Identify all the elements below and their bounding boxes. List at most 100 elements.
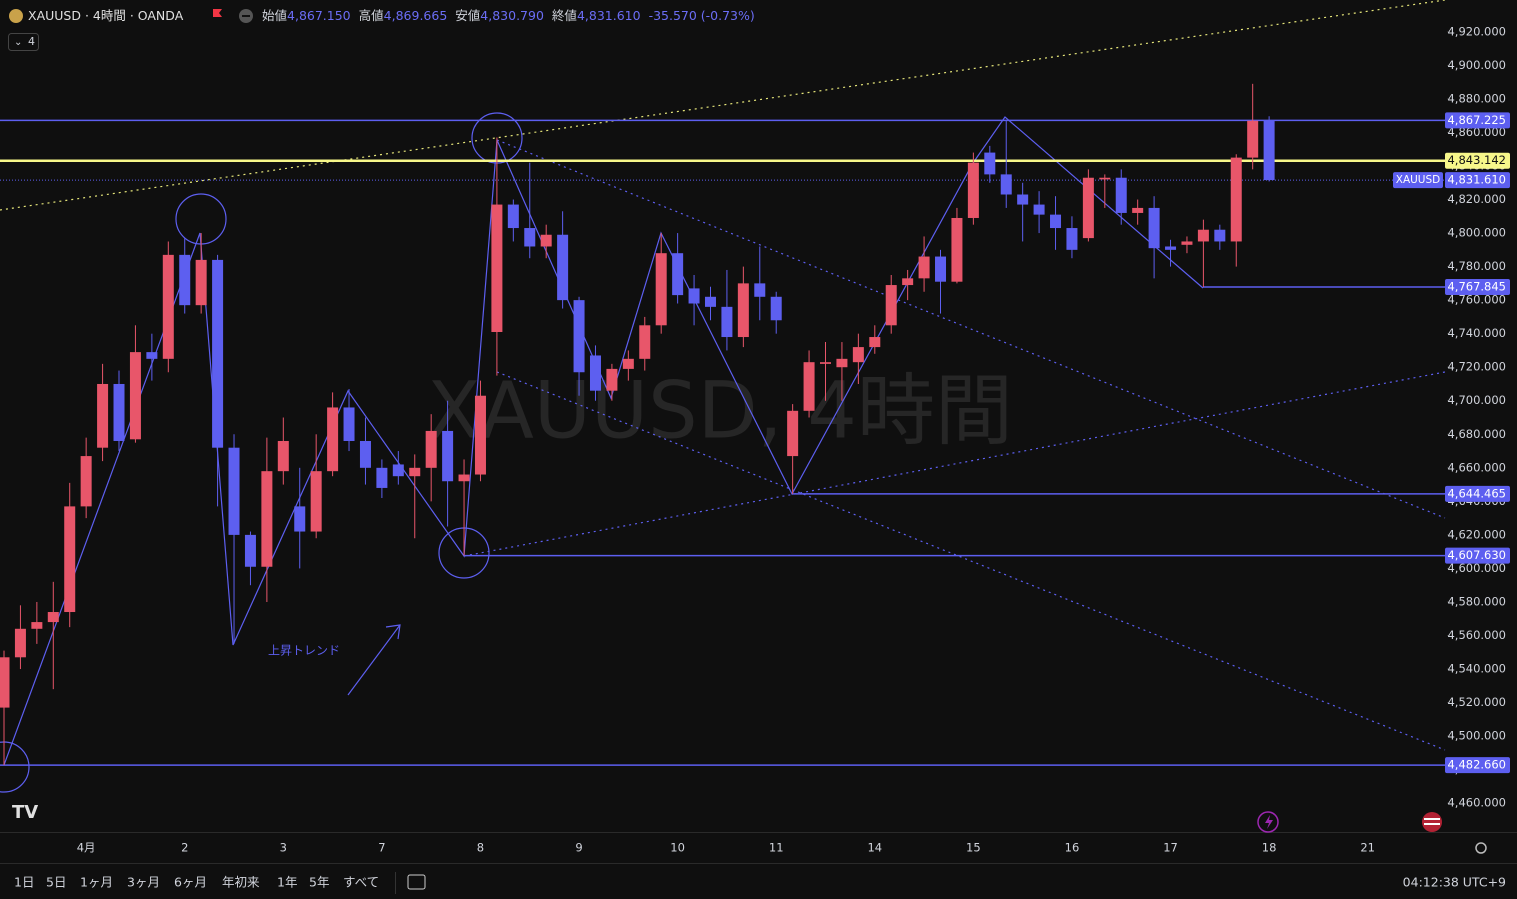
candle-body (1230, 157, 1242, 242)
candle-body (425, 430, 437, 468)
candle-body (639, 325, 651, 359)
candle-body (1000, 174, 1012, 195)
candle-body (244, 534, 256, 567)
range-button[interactable]: すべて (343, 875, 379, 890)
country-stripe (1424, 818, 1440, 820)
clock: 04:12:38 UTC+9 (1403, 875, 1506, 890)
candle-body (228, 447, 240, 535)
candle-body (951, 217, 963, 282)
y-tick-label: 4,680.000 (1447, 427, 1506, 441)
range-button[interactable]: 1ヶ月 (80, 875, 113, 890)
price-tag-label: 4,607.630 (1447, 548, 1506, 562)
price-tag-label: 4,482.660 (1447, 758, 1506, 772)
y-tick-label: 4,580.000 (1447, 594, 1506, 608)
price-tag-label: 4,767.845 (1447, 279, 1506, 293)
candle-body (162, 254, 174, 359)
y-tick-label: 4,500.000 (1447, 729, 1506, 743)
candle-body (573, 300, 585, 373)
candle-body (606, 368, 618, 391)
field-name: 高値 (359, 8, 384, 23)
candle-body (0, 657, 10, 708)
candle-body (524, 228, 536, 247)
symbol-icon (9, 9, 23, 23)
range-button[interactable]: 1年 (277, 875, 297, 890)
candle-body (852, 347, 864, 363)
flag-icon[interactable] (213, 9, 222, 17)
field-value: 4,869.665 (384, 8, 448, 23)
y-tick-label: 4,600.000 (1447, 561, 1506, 575)
candle-body (146, 352, 158, 359)
symbol-tag (1393, 172, 1443, 189)
candle-body (721, 306, 733, 338)
candle-body (97, 383, 109, 448)
candle-body (1050, 214, 1062, 229)
candle-body (1132, 207, 1144, 213)
candle-body (507, 204, 519, 229)
candle-body (491, 204, 503, 332)
candle-body (129, 352, 141, 440)
range-button[interactable]: 5年 (309, 875, 329, 890)
range-button[interactable]: 6ヶ月 (174, 875, 207, 890)
field-name: 始値 (262, 8, 287, 23)
annotation: 上昇トレンド (268, 644, 340, 658)
x-tick-label: 8 (477, 841, 484, 855)
y-tick-label: 4,780.000 (1447, 259, 1506, 273)
x-tick-label: 18 (1262, 841, 1277, 855)
y-tick-label: 4,740.000 (1447, 326, 1506, 340)
plot: 4,460.0004,480.0004,500.0004,520.0004,54… (0, 24, 1510, 855)
y-tick-label: 4,860.000 (1447, 125, 1506, 139)
range-button[interactable]: 年初来 (222, 875, 260, 890)
candle-body (737, 283, 749, 338)
candle-body (1148, 207, 1160, 249)
x-tick-label: 9 (575, 841, 582, 855)
country-icon[interactable] (1422, 812, 1442, 832)
settings-icon[interactable] (1475, 842, 1487, 854)
event-icon[interactable] (1257, 811, 1279, 833)
ohlc: 始値4,867.150 高値4,869.665 安値4,830.790 終値4,831… (262, 8, 755, 23)
candle-body (984, 152, 996, 175)
y-tick-label: 4,880.000 (1447, 91, 1506, 105)
price-tag-label: 4,867.225 (1447, 113, 1506, 127)
candle-body (836, 358, 848, 368)
y-tick-label: 4,920.000 (1447, 24, 1506, 38)
candle-body (1017, 194, 1029, 205)
range-button[interactable]: 5日 (46, 875, 66, 890)
candle-body (935, 256, 947, 282)
logo: TV (12, 802, 38, 823)
range-button[interactable]: 3ヶ月 (127, 875, 160, 890)
indicator-box[interactable] (8, 33, 39, 51)
candle-body (47, 612, 59, 623)
candle-body (376, 467, 388, 488)
candle-body (31, 622, 43, 629)
toolbar: 1日 5日 1ヶ月 3ヶ月 6ヶ月 年初来 1年 5年 すべて (14, 875, 379, 890)
symbol: XAUUSD · 4時間 · OANDA (28, 8, 184, 23)
last-price-tag (1445, 172, 1510, 189)
candle-body (589, 355, 601, 391)
candle-body (310, 471, 322, 532)
candle-body (557, 234, 569, 301)
candle-body (540, 234, 552, 247)
y-tick-label: 4,660.000 (1447, 460, 1506, 474)
last-price-label: 4,831.610 (1447, 173, 1506, 187)
y-tick-label: 4,620.000 (1447, 527, 1506, 541)
field-value: 4,867.150 (287, 8, 351, 23)
candle-body (967, 162, 979, 218)
y-tick-label: 4,720.000 (1447, 360, 1506, 374)
field-name: 安値 (455, 8, 480, 23)
candle-body (1247, 120, 1259, 158)
watermark: XAUUSD, 4時間 (427, 366, 1013, 456)
trend-line (463, 371, 1446, 557)
date-range-icon[interactable] (407, 874, 426, 890)
price-tag-label: 4,644.465 (1447, 486, 1506, 500)
candle-body (1082, 177, 1094, 239)
candle-body (869, 337, 881, 348)
x-tick-label: 16 (1065, 841, 1080, 855)
candle-body (261, 471, 273, 567)
y-tick-label: 4,540.000 (1447, 662, 1506, 676)
candle-body (1033, 204, 1045, 215)
x-tick-label: 4月 (77, 841, 96, 855)
trend-line (496, 139, 1446, 519)
indicator-chevron: ⌄ (14, 37, 22, 48)
range-button[interactable]: 1日 (14, 875, 34, 890)
